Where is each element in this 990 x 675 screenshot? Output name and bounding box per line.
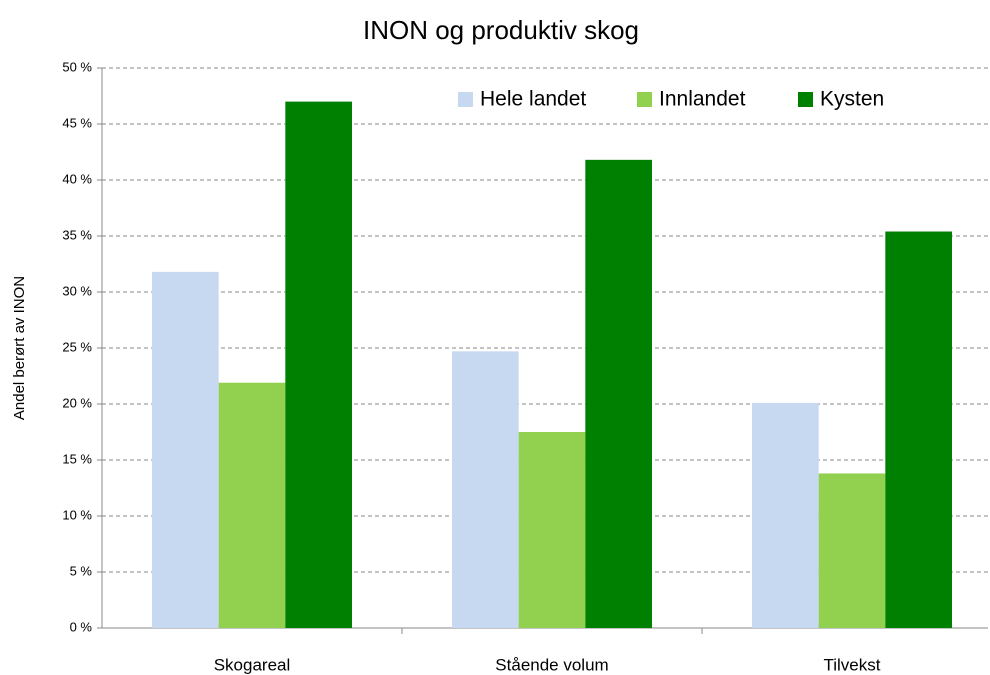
bar (218, 382, 286, 628)
y-tick-label: 5 % (70, 563, 93, 578)
legend-swatch (458, 92, 473, 107)
chart-title: INON og produktiv skog (363, 15, 639, 45)
x-tick-label: Tilvekst (824, 655, 881, 674)
legend-swatch (798, 92, 813, 107)
y-tick-label: 15 % (62, 451, 92, 466)
bar (285, 101, 352, 629)
bar (152, 271, 219, 628)
y-tick-label: 10 % (62, 507, 92, 522)
y-tick-label: 30 % (62, 283, 92, 298)
y-tick-label: 0 % (70, 619, 93, 634)
legend-label: Hele landet (480, 88, 586, 111)
bar (818, 473, 886, 628)
legend-label: Innlandet (659, 88, 746, 111)
bar (885, 231, 952, 628)
bar (518, 432, 586, 628)
y-tick-label: 35 % (62, 227, 92, 242)
y-tick-label: 50 % (62, 59, 92, 74)
bar (452, 351, 519, 628)
y-axis-label: Andel berørt av INON (11, 276, 28, 420)
y-tick-label: 25 % (62, 339, 92, 354)
x-tick-label: Stående volum (495, 655, 608, 674)
bar (585, 159, 652, 628)
legend-label: Kysten (820, 88, 884, 111)
legend-swatch (637, 92, 652, 107)
y-tick-label: 45 % (62, 115, 92, 130)
y-tick-label: 20 % (62, 395, 92, 410)
x-tick-label: Skogareal (214, 655, 291, 674)
bar (752, 402, 819, 628)
y-tick-label: 40 % (62, 171, 92, 186)
